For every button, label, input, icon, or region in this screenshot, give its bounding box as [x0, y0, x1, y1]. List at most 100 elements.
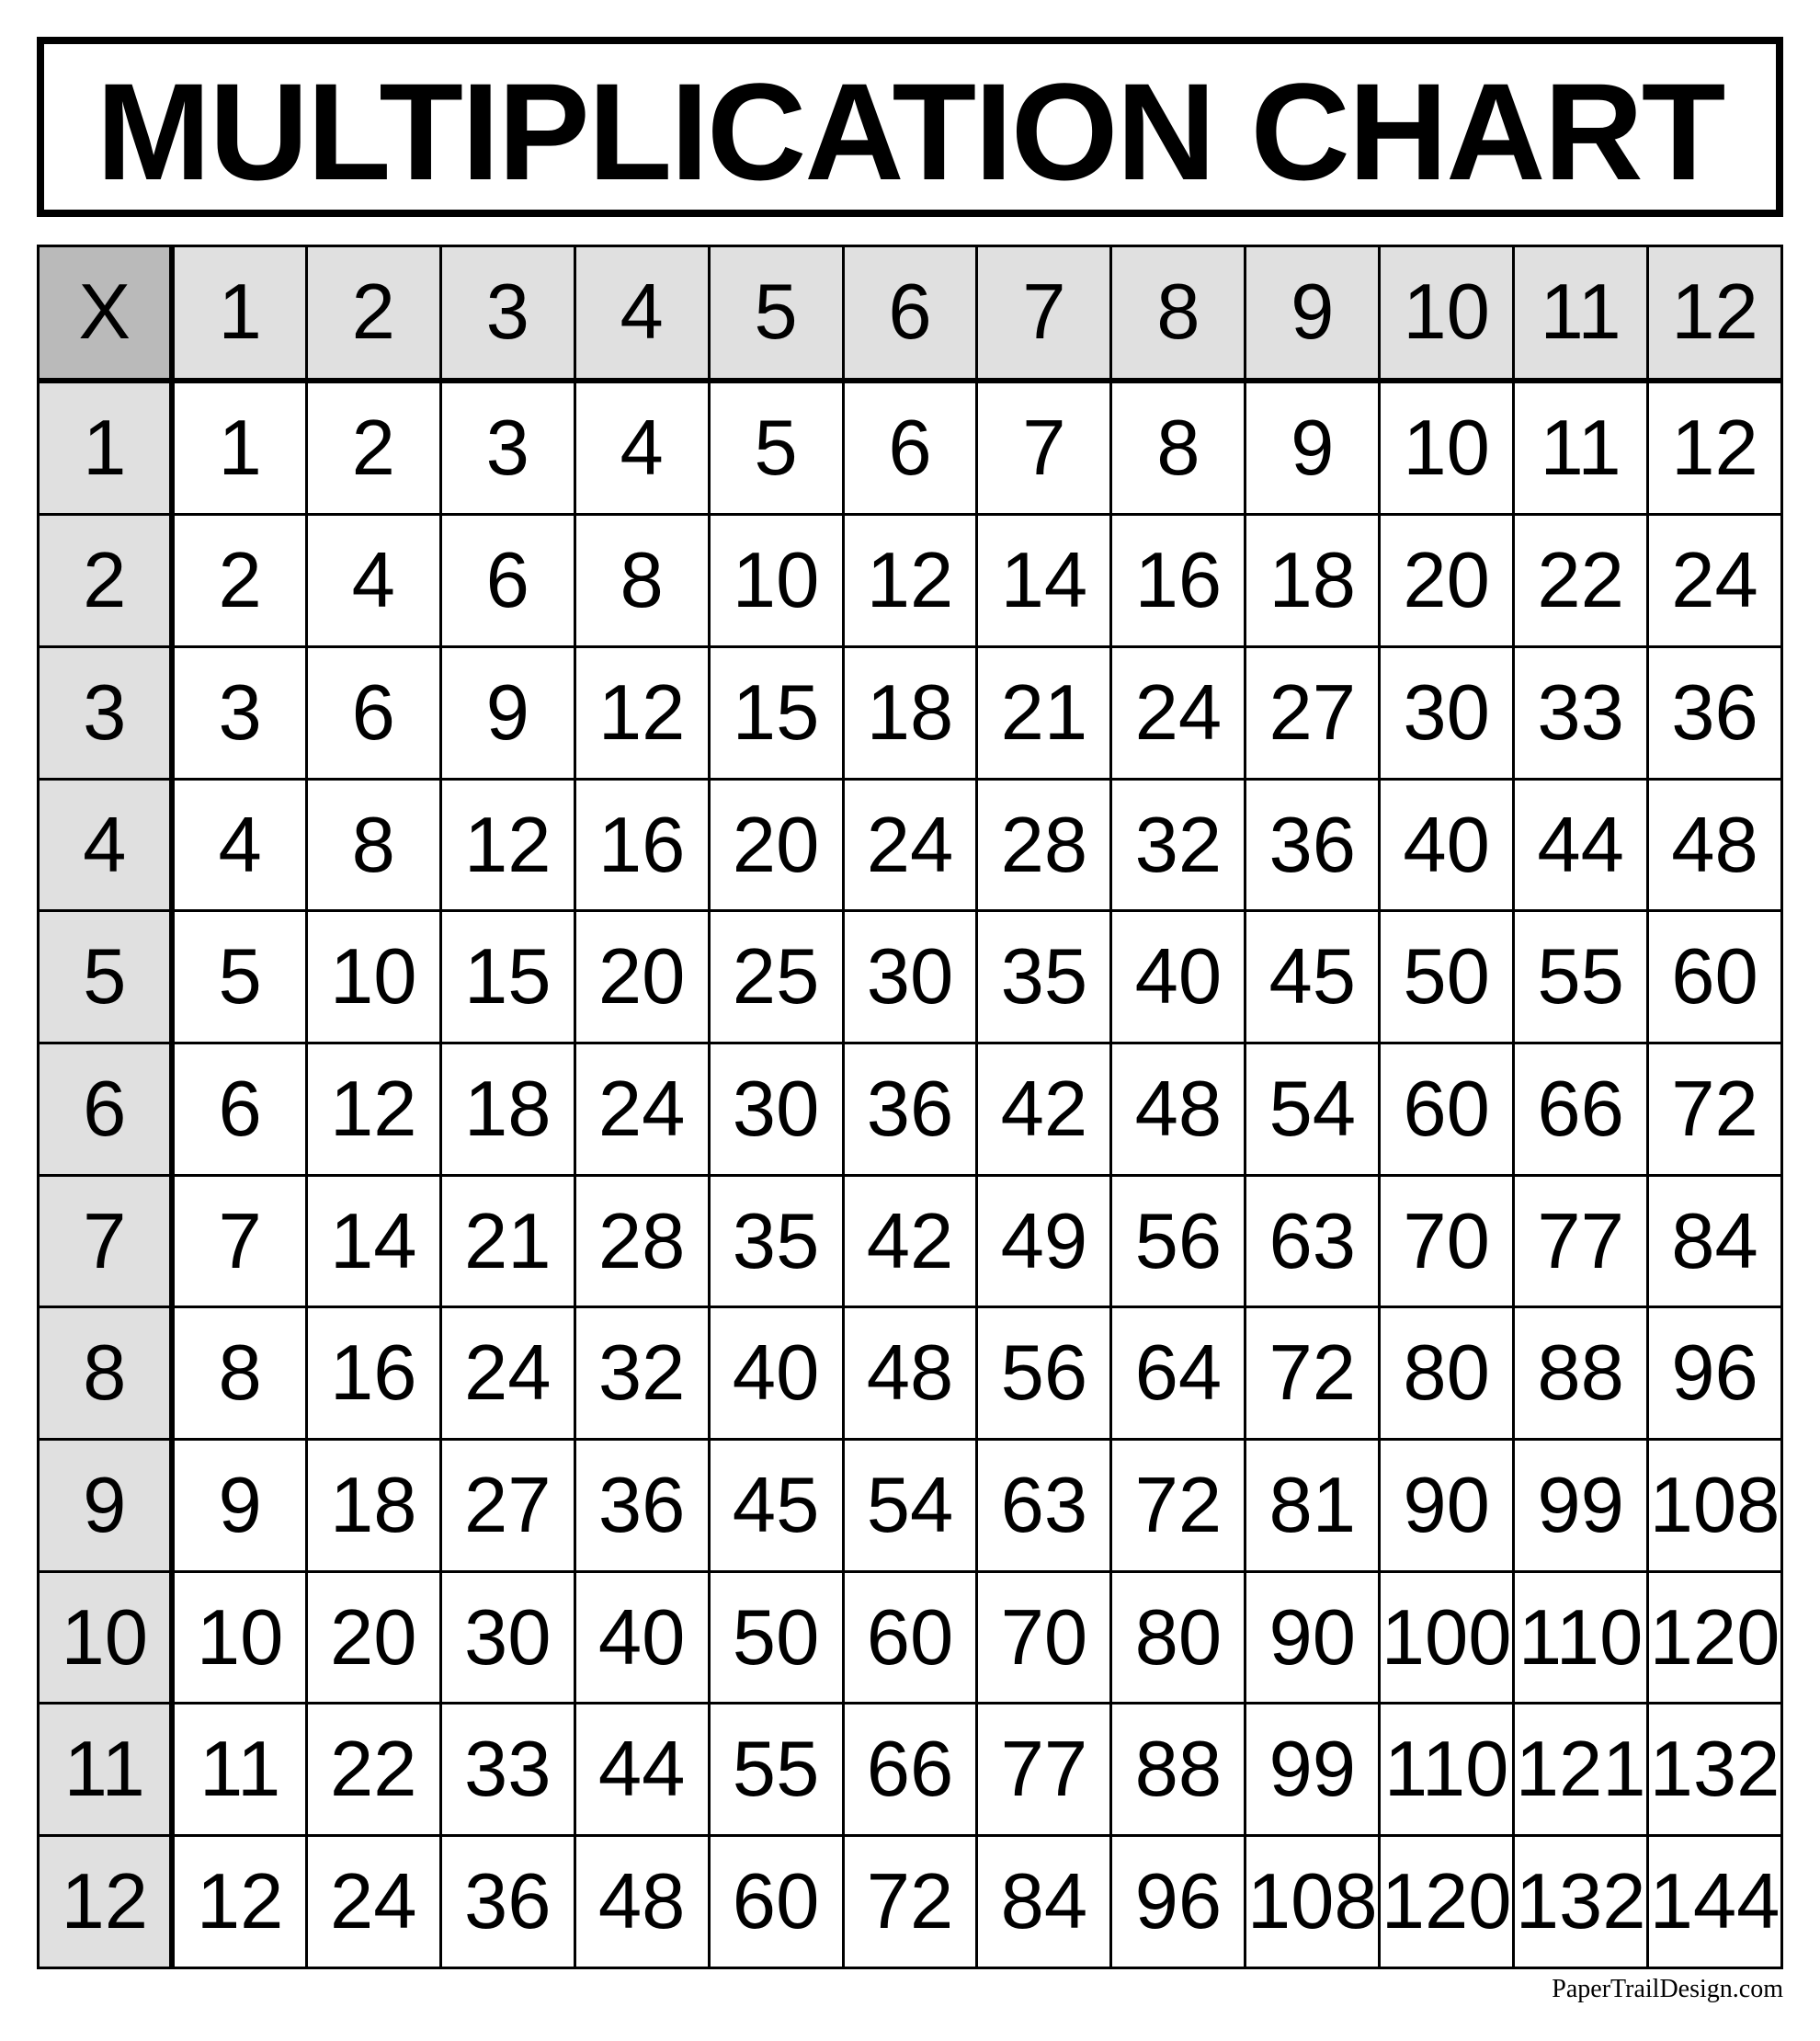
row-header: 4 — [39, 779, 173, 911]
table-cell: 15 — [709, 646, 843, 779]
table-cell: 64 — [1111, 1307, 1246, 1440]
table-cell: 63 — [977, 1440, 1111, 1572]
table-cell: 16 — [1111, 515, 1246, 647]
table-cell: 11 — [1514, 381, 1648, 515]
title-box: MULTIPLICATION CHART — [37, 37, 1783, 217]
table-cell: 8 — [306, 779, 440, 911]
table-cell: 77 — [1514, 1175, 1648, 1307]
table-cell: 24 — [574, 1043, 709, 1176]
table-cell: 60 — [709, 1836, 843, 1968]
table-cell: 27 — [440, 1440, 574, 1572]
table-cell: 32 — [574, 1307, 709, 1440]
table-cell: 108 — [1246, 1836, 1380, 1968]
table-cell: 80 — [1111, 1571, 1246, 1704]
table-cell: 22 — [306, 1704, 440, 1836]
table-cell: 40 — [574, 1571, 709, 1704]
table-cell: 99 — [1514, 1440, 1648, 1572]
table-cell: 54 — [1246, 1043, 1380, 1176]
table-cell: 7 — [977, 381, 1111, 515]
row-header: 8 — [39, 1307, 173, 1440]
table-cell: 90 — [1246, 1571, 1380, 1704]
table-cell: 40 — [1380, 779, 1514, 911]
table-cell: 50 — [1380, 911, 1514, 1043]
table-cell: 88 — [1111, 1704, 1246, 1836]
table-cell: 60 — [1648, 911, 1782, 1043]
table-cell: 24 — [843, 779, 977, 911]
table-cell: 5 — [709, 381, 843, 515]
col-header: 11 — [1514, 246, 1648, 381]
table-cell: 44 — [1514, 779, 1648, 911]
table-cell: 120 — [1648, 1571, 1782, 1704]
col-header: 7 — [977, 246, 1111, 381]
table-cell: 10 — [306, 911, 440, 1043]
table-cell: 40 — [709, 1307, 843, 1440]
table-cell: 36 — [1648, 646, 1782, 779]
table-cell: 8 — [574, 515, 709, 647]
table-cell: 30 — [843, 911, 977, 1043]
table-cell: 72 — [843, 1836, 977, 1968]
col-header: 3 — [440, 246, 574, 381]
table-cell: 96 — [1648, 1307, 1782, 1440]
table-cell: 20 — [574, 911, 709, 1043]
table-cell: 6 — [306, 646, 440, 779]
table-cell: 36 — [1246, 779, 1380, 911]
table-cell: 24 — [440, 1307, 574, 1440]
table-cell: 20 — [306, 1571, 440, 1704]
table-cell: 77 — [977, 1704, 1111, 1836]
table-cell: 12 — [574, 646, 709, 779]
table-cell: 110 — [1380, 1704, 1514, 1836]
multiplication-table-wrap: X123456789101112112345678910111222468101… — [37, 245, 1783, 1969]
table-cell: 45 — [1246, 911, 1380, 1043]
table-cell: 21 — [440, 1175, 574, 1307]
table-cell: 6 — [172, 1043, 306, 1176]
table-cell: 5 — [172, 911, 306, 1043]
table-cell: 33 — [1514, 646, 1648, 779]
table-cell: 60 — [1380, 1043, 1514, 1176]
table-cell: 80 — [1380, 1307, 1514, 1440]
row-header: 7 — [39, 1175, 173, 1307]
col-header: 12 — [1648, 246, 1782, 381]
table-cell: 84 — [1648, 1175, 1782, 1307]
table-cell: 33 — [440, 1704, 574, 1836]
table-cell: 14 — [977, 515, 1111, 647]
table-cell: 70 — [977, 1571, 1111, 1704]
table-cell: 99 — [1246, 1704, 1380, 1836]
table-cell: 25 — [709, 911, 843, 1043]
table-cell: 8 — [172, 1307, 306, 1440]
row-header: 2 — [39, 515, 173, 647]
table-cell: 18 — [440, 1043, 574, 1176]
table-cell: 24 — [306, 1836, 440, 1968]
table-cell: 36 — [843, 1043, 977, 1176]
table-cell: 32 — [1111, 779, 1246, 911]
table-cell: 3 — [440, 381, 574, 515]
table-cell: 16 — [574, 779, 709, 911]
table-cell: 4 — [306, 515, 440, 647]
table-cell: 35 — [977, 911, 1111, 1043]
table-cell: 42 — [843, 1175, 977, 1307]
table-cell: 144 — [1648, 1836, 1782, 1968]
table-cell: 14 — [306, 1175, 440, 1307]
col-header: 4 — [574, 246, 709, 381]
row-header: 1 — [39, 381, 173, 515]
row-header: 6 — [39, 1043, 173, 1176]
table-cell: 56 — [1111, 1175, 1246, 1307]
table-cell: 18 — [306, 1440, 440, 1572]
col-header: 9 — [1246, 246, 1380, 381]
table-cell: 81 — [1246, 1440, 1380, 1572]
table-cell: 63 — [1246, 1175, 1380, 1307]
table-cell: 72 — [1111, 1440, 1246, 1572]
row-header: 12 — [39, 1836, 173, 1968]
table-cell: 30 — [1380, 646, 1514, 779]
table-cell: 21 — [977, 646, 1111, 779]
col-header: 10 — [1380, 246, 1514, 381]
multiplication-table: X123456789101112112345678910111222468101… — [37, 245, 1783, 1969]
col-header: 8 — [1111, 246, 1246, 381]
table-cell: 88 — [1514, 1307, 1648, 1440]
table-cell: 36 — [574, 1440, 709, 1572]
col-header: 6 — [843, 246, 977, 381]
table-cell: 44 — [574, 1704, 709, 1836]
table-cell: 7 — [172, 1175, 306, 1307]
footer-credit: PaperTrailDesign.com — [37, 1969, 1783, 2004]
table-cell: 121 — [1514, 1704, 1648, 1836]
table-cell: 4 — [172, 779, 306, 911]
